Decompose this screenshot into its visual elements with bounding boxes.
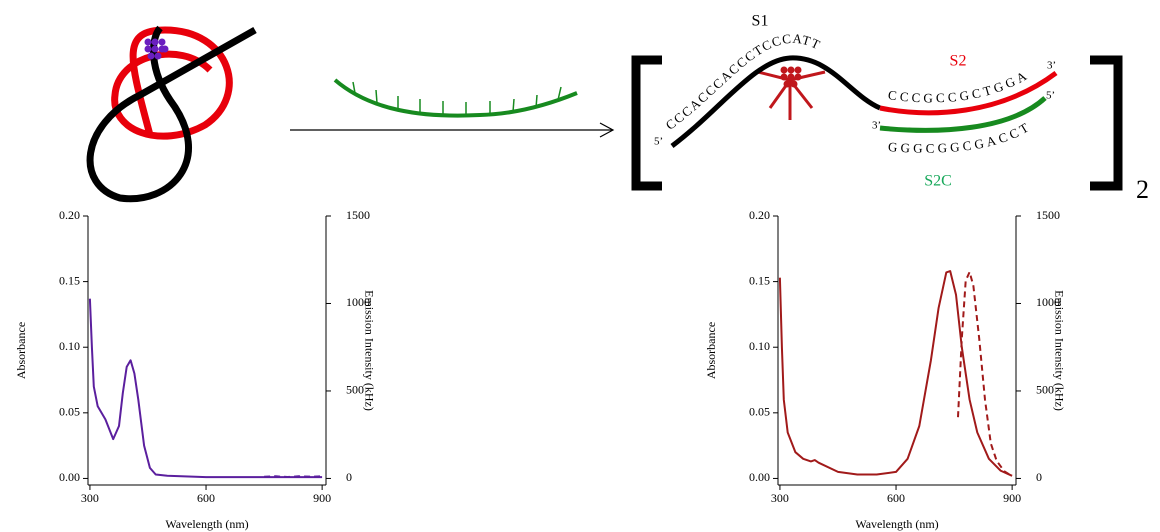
y-tick-label: 0.00 — [749, 470, 770, 484]
y2-axis-label: Emission Intensity (kHz) — [362, 290, 376, 411]
s2c-sequence: GGGCGGCGACCT — [888, 118, 1034, 155]
series-line — [957, 271, 1011, 476]
bases — [352, 81, 562, 115]
x-axis-label: Wavelength (nm) — [855, 517, 938, 531]
s2-strand — [879, 70, 1058, 116]
y2-axis-label: Emission Intensity (kHz) — [1052, 290, 1066, 411]
silver-cluster — [144, 38, 169, 60]
y2-tick-label: 500 — [1036, 383, 1054, 397]
y-tick-label: 0.05 — [59, 405, 80, 419]
y2-tick-label: 0 — [346, 470, 352, 484]
s1-label: S1 — [752, 13, 769, 30]
x-tick-label: 600 — [197, 491, 215, 505]
y-tick-label: 0.00 — [59, 470, 80, 484]
x-tick-label: 900 — [313, 491, 331, 505]
y-tick-label: 0.20 — [749, 208, 770, 222]
x-tick-label: 900 — [1003, 491, 1021, 505]
y-tick-label: 0.05 — [749, 405, 770, 419]
s2c-label: S2C — [924, 173, 952, 190]
y-tick-label: 0.15 — [749, 273, 770, 287]
y2-tick-label: 1000 — [1036, 295, 1060, 309]
complement-strand — [333, 78, 578, 118]
red-cluster — [780, 66, 802, 88]
end-label: 5’ — [1046, 90, 1055, 102]
s2-label: S2 — [950, 53, 967, 70]
y-axis-label: Absorbance — [704, 322, 718, 379]
series-line — [88, 298, 323, 479]
end-label: 5’ — [654, 136, 663, 148]
x-tick-label: 300 — [81, 491, 99, 505]
s2c-sequence-path: GGGCGGCGACCT — [888, 118, 1031, 155]
black-strand — [86, 25, 257, 203]
x-axis-label: Wavelength (nm) — [165, 517, 248, 531]
y2-tick-label: 1500 — [346, 208, 370, 222]
red-strand — [111, 26, 233, 140]
arrow-head — [599, 122, 615, 138]
x-tick-label: 600 — [887, 491, 905, 505]
s1-strand — [670, 55, 882, 148]
y2-tick-label: 0 — [1036, 470, 1042, 484]
y-tick-label: 0.20 — [59, 208, 80, 222]
s2c-strand — [879, 96, 1047, 133]
y2-tick-label: 500 — [346, 383, 364, 397]
y-tick-label: 0.15 — [59, 273, 80, 287]
y2-tick-label: 1500 — [1036, 208, 1060, 222]
x-tick-label: 300 — [771, 491, 789, 505]
bracket-right — [1090, 55, 1123, 191]
bracket-left — [631, 55, 662, 191]
end-label: 3’ — [1047, 60, 1056, 72]
y-tick-label: 0.10 — [59, 339, 80, 353]
y-tick-label: 0.10 — [749, 339, 770, 353]
y-axis-label: Absorbance — [14, 322, 28, 379]
series-line — [778, 270, 1013, 477]
subscript: 2 — [1136, 175, 1149, 204]
y2-tick-label: 1000 — [346, 295, 370, 309]
end-label: 3’ — [872, 120, 881, 132]
